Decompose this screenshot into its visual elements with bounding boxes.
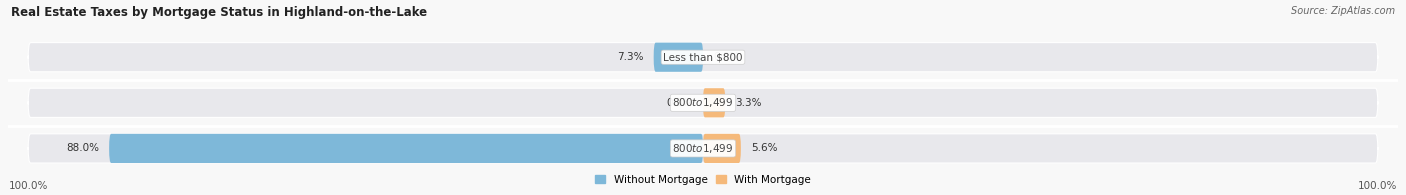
FancyBboxPatch shape: [703, 134, 741, 163]
Text: $800 to $1,499: $800 to $1,499: [672, 142, 734, 155]
FancyBboxPatch shape: [28, 43, 1378, 72]
Text: 88.0%: 88.0%: [66, 143, 98, 153]
Text: 0.0%: 0.0%: [713, 52, 740, 62]
Text: 0.0%: 0.0%: [666, 98, 693, 108]
Text: 7.3%: 7.3%: [617, 52, 644, 62]
FancyBboxPatch shape: [703, 88, 725, 117]
Text: Real Estate Taxes by Mortgage Status in Highland-on-the-Lake: Real Estate Taxes by Mortgage Status in …: [11, 6, 427, 19]
FancyBboxPatch shape: [28, 88, 1378, 117]
FancyBboxPatch shape: [654, 43, 703, 72]
Text: Less than $800: Less than $800: [664, 52, 742, 62]
Text: 3.3%: 3.3%: [735, 98, 762, 108]
FancyBboxPatch shape: [110, 134, 703, 163]
Text: Source: ZipAtlas.com: Source: ZipAtlas.com: [1291, 6, 1395, 16]
Text: 5.6%: 5.6%: [751, 143, 778, 153]
Legend: Without Mortgage, With Mortgage: Without Mortgage, With Mortgage: [595, 175, 811, 185]
Text: $800 to $1,499: $800 to $1,499: [672, 96, 734, 109]
FancyBboxPatch shape: [28, 134, 1378, 163]
